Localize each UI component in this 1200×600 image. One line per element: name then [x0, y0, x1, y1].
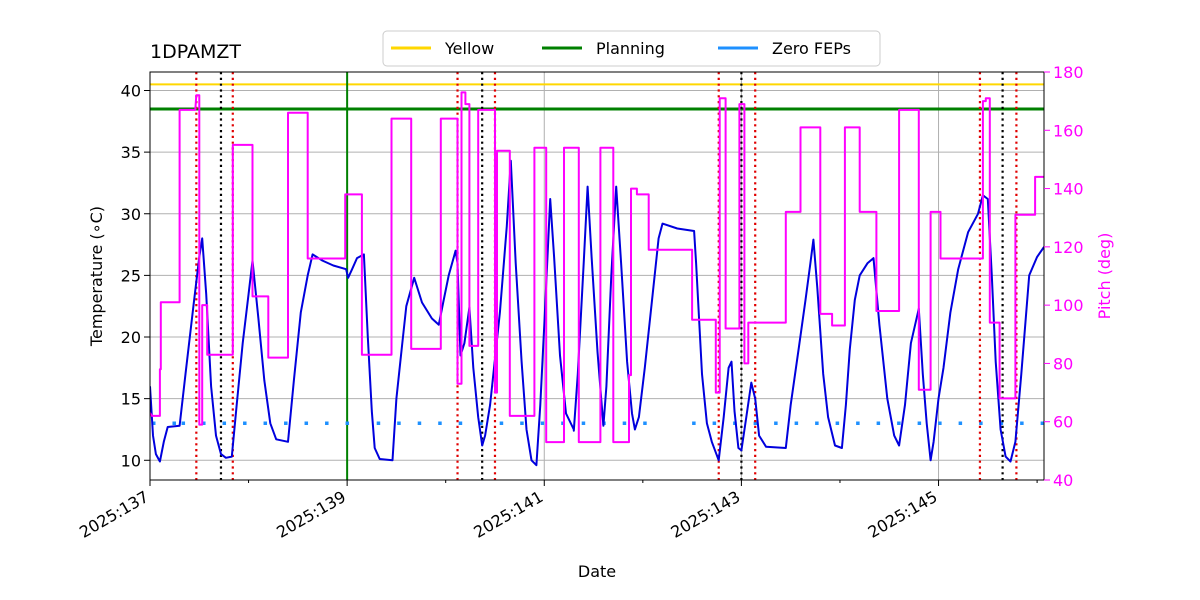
x-axis-label: Date: [578, 562, 616, 581]
y2-axis-label: Pitch (deg): [1095, 233, 1114, 320]
y2-tick-label: 180: [1053, 63, 1084, 82]
y-tick-label: 15: [121, 390, 141, 409]
legend-label: Planning: [596, 39, 665, 58]
y-tick-label: 40: [121, 81, 141, 100]
y2-tick-label: 120: [1053, 238, 1084, 257]
temperature-series-line: [150, 159, 1044, 467]
y-tick-label: 20: [121, 328, 141, 347]
y2-tick-label: 140: [1053, 180, 1084, 199]
plot-frame: [149, 71, 1045, 481]
chart-title: 1DPAMZT: [150, 41, 241, 63]
data-series: [150, 91, 1044, 467]
y-axis-label: Temperature (∘C): [87, 206, 106, 347]
legend-label: Yellow: [444, 39, 494, 58]
y2-tick-label: 100: [1053, 296, 1084, 315]
y2-tick-label: 60: [1053, 413, 1073, 432]
y-axis-right: 40 60 80 100 120 140 160 180: [1044, 63, 1084, 490]
y-tick-label: 10: [121, 451, 141, 470]
y-tick-label: 25: [121, 266, 141, 285]
plot-area: [150, 72, 1044, 480]
y-axis-left: 10 15 20 25 30 35 40: [121, 81, 150, 470]
legend: Yellow Planning Zero FEPs: [382, 30, 881, 67]
legend-label: Zero FEPs: [772, 39, 851, 58]
y-tick-label: 35: [121, 143, 141, 162]
y2-tick-label: 80: [1053, 354, 1073, 373]
y-tick-label: 30: [121, 205, 141, 224]
pitch-series-line: [150, 91, 1044, 444]
legend-box: [382, 30, 881, 67]
y2-tick-label: 40: [1053, 471, 1073, 490]
y2-tick-label: 160: [1053, 121, 1084, 140]
